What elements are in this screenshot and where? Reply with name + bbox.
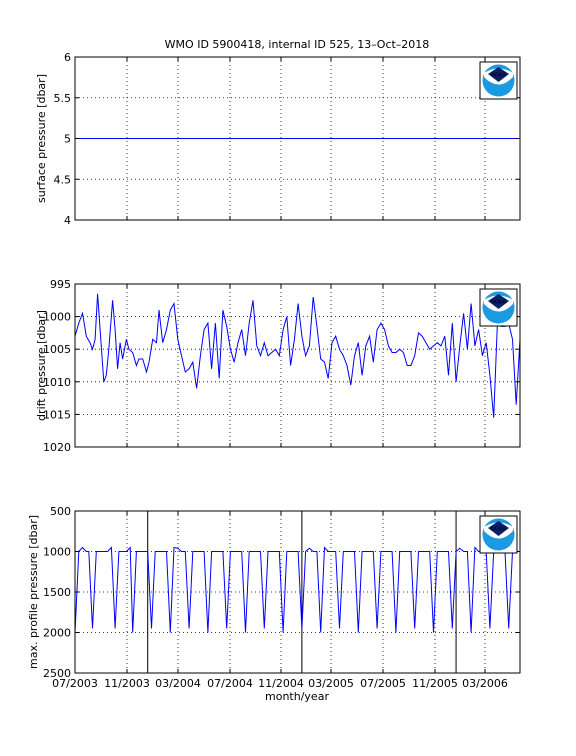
y-tick-label: 1005	[43, 343, 71, 356]
y-tick-label: 1020	[43, 441, 71, 454]
noaa-logo-text: NOAA	[491, 73, 506, 79]
axes-box	[74, 510, 521, 674]
y-tick-label: 5	[64, 133, 71, 146]
x-tick-label: 11/2003	[104, 677, 150, 690]
y-tick-label: 1015	[43, 408, 71, 421]
x-tick-label: 11/2005	[412, 677, 458, 690]
noaa-logo-bird	[488, 67, 509, 82]
y-tick-label: 1500	[43, 586, 71, 599]
data-series-line	[74, 546, 520, 633]
noaa-logo-bird	[488, 294, 509, 309]
x-tick-label: 07/2003	[52, 677, 98, 690]
chart-panel-1: 6 5.5 5 4.5 4 surface pressure [dbar] NOAA	[35, 51, 521, 227]
y-tick-label: 1010	[43, 376, 71, 389]
noaa-logo: NOAA	[479, 288, 518, 327]
x-tick-label: 07/2005	[360, 677, 406, 690]
x-tick-label: 11/2004	[258, 677, 304, 690]
x-tick-label: 03/2005	[308, 677, 354, 690]
y-tick-label: 4.5	[54, 173, 72, 186]
y-tick-label: 500	[50, 505, 71, 518]
y-tick-label: 1000	[43, 546, 71, 559]
x-tick-label: 07/2004	[207, 677, 253, 690]
y-axis-label: surface pressure [dbar]	[35, 74, 48, 203]
noaa-logo: NOAA	[479, 61, 518, 100]
y-tick-label: 5.5	[54, 92, 72, 105]
y-axis-label: max. profile pressure [dbar]	[27, 515, 40, 669]
data-series-line	[74, 293, 521, 418]
x-tick-label: 03/2004	[155, 677, 201, 690]
y-tick-label: 995	[50, 278, 71, 291]
x-axis-label: month/year	[265, 690, 329, 703]
figure-title: WMO ID 5900418, internal ID 525, 13–Oct–…	[165, 38, 430, 51]
y-tick-label: 2500	[43, 667, 71, 680]
axes-box	[74, 283, 521, 448]
y-tick-label: 2000	[43, 627, 71, 640]
y-tick-label: 1000	[43, 311, 71, 324]
noaa-logo: NOAA	[479, 515, 518, 554]
y-tick-label: 4	[64, 214, 71, 227]
chart-panel-2: 995 1000 1005 1010 1015 1020 drift pressure [d…	[35, 278, 521, 454]
y-tick-label: 6	[64, 51, 71, 64]
noaa-logo-text: NOAA	[491, 300, 506, 306]
noaa-logo-text: NOAA	[491, 527, 506, 533]
y-axis-label: drift pressure [dbar]	[35, 310, 48, 421]
x-tick-label: 03/2006	[462, 677, 508, 690]
noaa-logo-bird	[488, 521, 509, 536]
